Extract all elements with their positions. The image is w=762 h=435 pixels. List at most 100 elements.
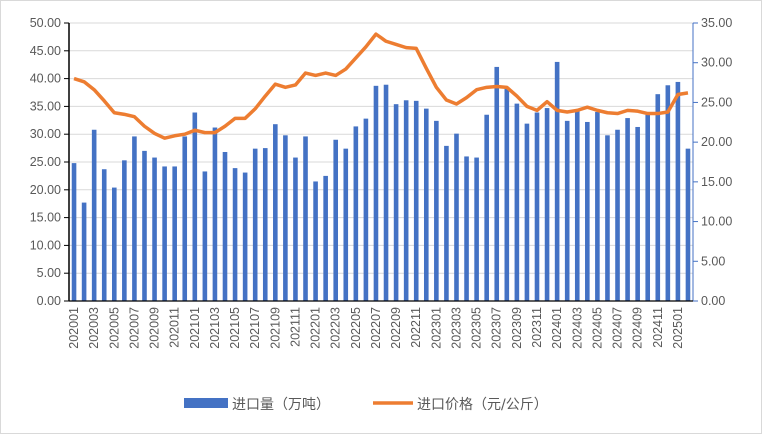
- bar: [101, 169, 107, 301]
- right-tick-label: 20.00: [701, 135, 732, 149]
- bar: [252, 148, 258, 301]
- bar: [132, 136, 137, 301]
- bar: [595, 111, 600, 302]
- x-tick-label: 202305: [470, 307, 484, 349]
- right-tick-label: 10.00: [701, 215, 732, 229]
- bar: [303, 136, 308, 301]
- x-tick-label: 202307: [490, 307, 504, 349]
- bar: [484, 114, 489, 302]
- bar: [494, 66, 500, 301]
- bar: [111, 187, 117, 301]
- bar: [434, 120, 439, 301]
- bar: [544, 108, 550, 302]
- right-tick-label: 0.00: [701, 294, 725, 308]
- bar: [685, 148, 691, 301]
- bar: [192, 112, 198, 302]
- bar: [454, 133, 459, 301]
- bar: [514, 103, 520, 302]
- bar: [574, 110, 580, 302]
- right-tick-label: 15.00: [701, 175, 732, 189]
- left-tick-label: 5.00: [37, 266, 61, 280]
- bar: [564, 120, 570, 301]
- bar: [142, 150, 147, 301]
- legend-bar-swatch: [184, 398, 228, 408]
- x-tick-label: 202407: [611, 307, 625, 349]
- x-tick-label: 202301: [429, 307, 443, 349]
- x-tick-label: 202001: [67, 307, 81, 349]
- x-tick-label: 202409: [631, 307, 645, 349]
- bar: [162, 166, 167, 301]
- bar: [615, 129, 620, 301]
- bar: [403, 100, 409, 301]
- right-tick-label: 25.00: [701, 95, 732, 109]
- x-tick-label: 202401: [550, 307, 564, 349]
- x-tick-label: 202107: [248, 307, 262, 349]
- x-tick-label: 202105: [228, 307, 242, 349]
- x-tick-label: 202111: [288, 307, 302, 347]
- bar: [423, 108, 429, 302]
- bar: [585, 121, 590, 301]
- bar: [71, 163, 77, 301]
- legend-bar-label: 进口量（万吨）: [232, 397, 330, 413]
- bar: [353, 126, 359, 301]
- x-tick-label: 202005: [107, 307, 121, 349]
- bar: [675, 81, 681, 301]
- bar: [373, 85, 379, 301]
- bar: [91, 129, 97, 301]
- x-tick-label: 202501: [671, 307, 685, 349]
- bar: [333, 139, 339, 301]
- bar: [363, 118, 369, 301]
- left-tick-label: 45.00: [30, 44, 61, 58]
- left-tick-label: 20.00: [30, 183, 61, 197]
- bar: [464, 156, 469, 301]
- x-tick-label: 202309: [510, 307, 524, 349]
- bar: [323, 175, 328, 301]
- bar: [524, 123, 530, 301]
- left-tick-label: 0.00: [37, 294, 61, 308]
- bar: [122, 160, 127, 301]
- bar: [232, 168, 238, 301]
- price-line: [73, 32, 689, 140]
- x-tick-label: 202003: [87, 307, 101, 349]
- left-tick-label: 40.00: [30, 72, 61, 86]
- bar: [444, 145, 449, 301]
- bar: [534, 112, 540, 302]
- bar: [313, 181, 318, 301]
- left-tick-label: 50.00: [30, 16, 61, 30]
- bar: [554, 61, 560, 301]
- bar: [81, 202, 87, 301]
- x-tick-label: 202211: [409, 307, 423, 348]
- bar: [172, 166, 177, 301]
- bar: [665, 85, 671, 301]
- right-tick-label: 35.00: [701, 16, 732, 30]
- bar: [283, 135, 288, 301]
- left-tick-label: 25.00: [30, 155, 61, 169]
- bar: [635, 126, 640, 301]
- left-tick-label: 15.00: [30, 211, 61, 225]
- x-tick-label: 202201: [309, 307, 323, 349]
- bar: [262, 148, 268, 301]
- x-tick-label: 202303: [449, 307, 463, 349]
- bar: [182, 136, 188, 301]
- x-tick-label: 202311: [530, 307, 544, 348]
- right-tick-label: 30.00: [701, 56, 732, 70]
- bar: [152, 157, 157, 301]
- bar: [393, 104, 399, 302]
- bar: [645, 114, 651, 302]
- left-tick-label: 35.00: [30, 99, 61, 113]
- bar: [655, 94, 661, 301]
- x-tick-label: 202007: [127, 307, 141, 349]
- x-tick-label: 202403: [570, 307, 584, 349]
- bar: [212, 127, 218, 301]
- bar: [413, 100, 419, 301]
- x-tick-label: 202209: [389, 307, 403, 349]
- x-tick-label: 202109: [268, 307, 282, 349]
- bar: [504, 88, 510, 301]
- bar: [605, 135, 610, 301]
- bar: [242, 172, 248, 301]
- bar: [343, 148, 349, 301]
- bar: [625, 118, 630, 302]
- x-tick-label: 202207: [369, 307, 383, 349]
